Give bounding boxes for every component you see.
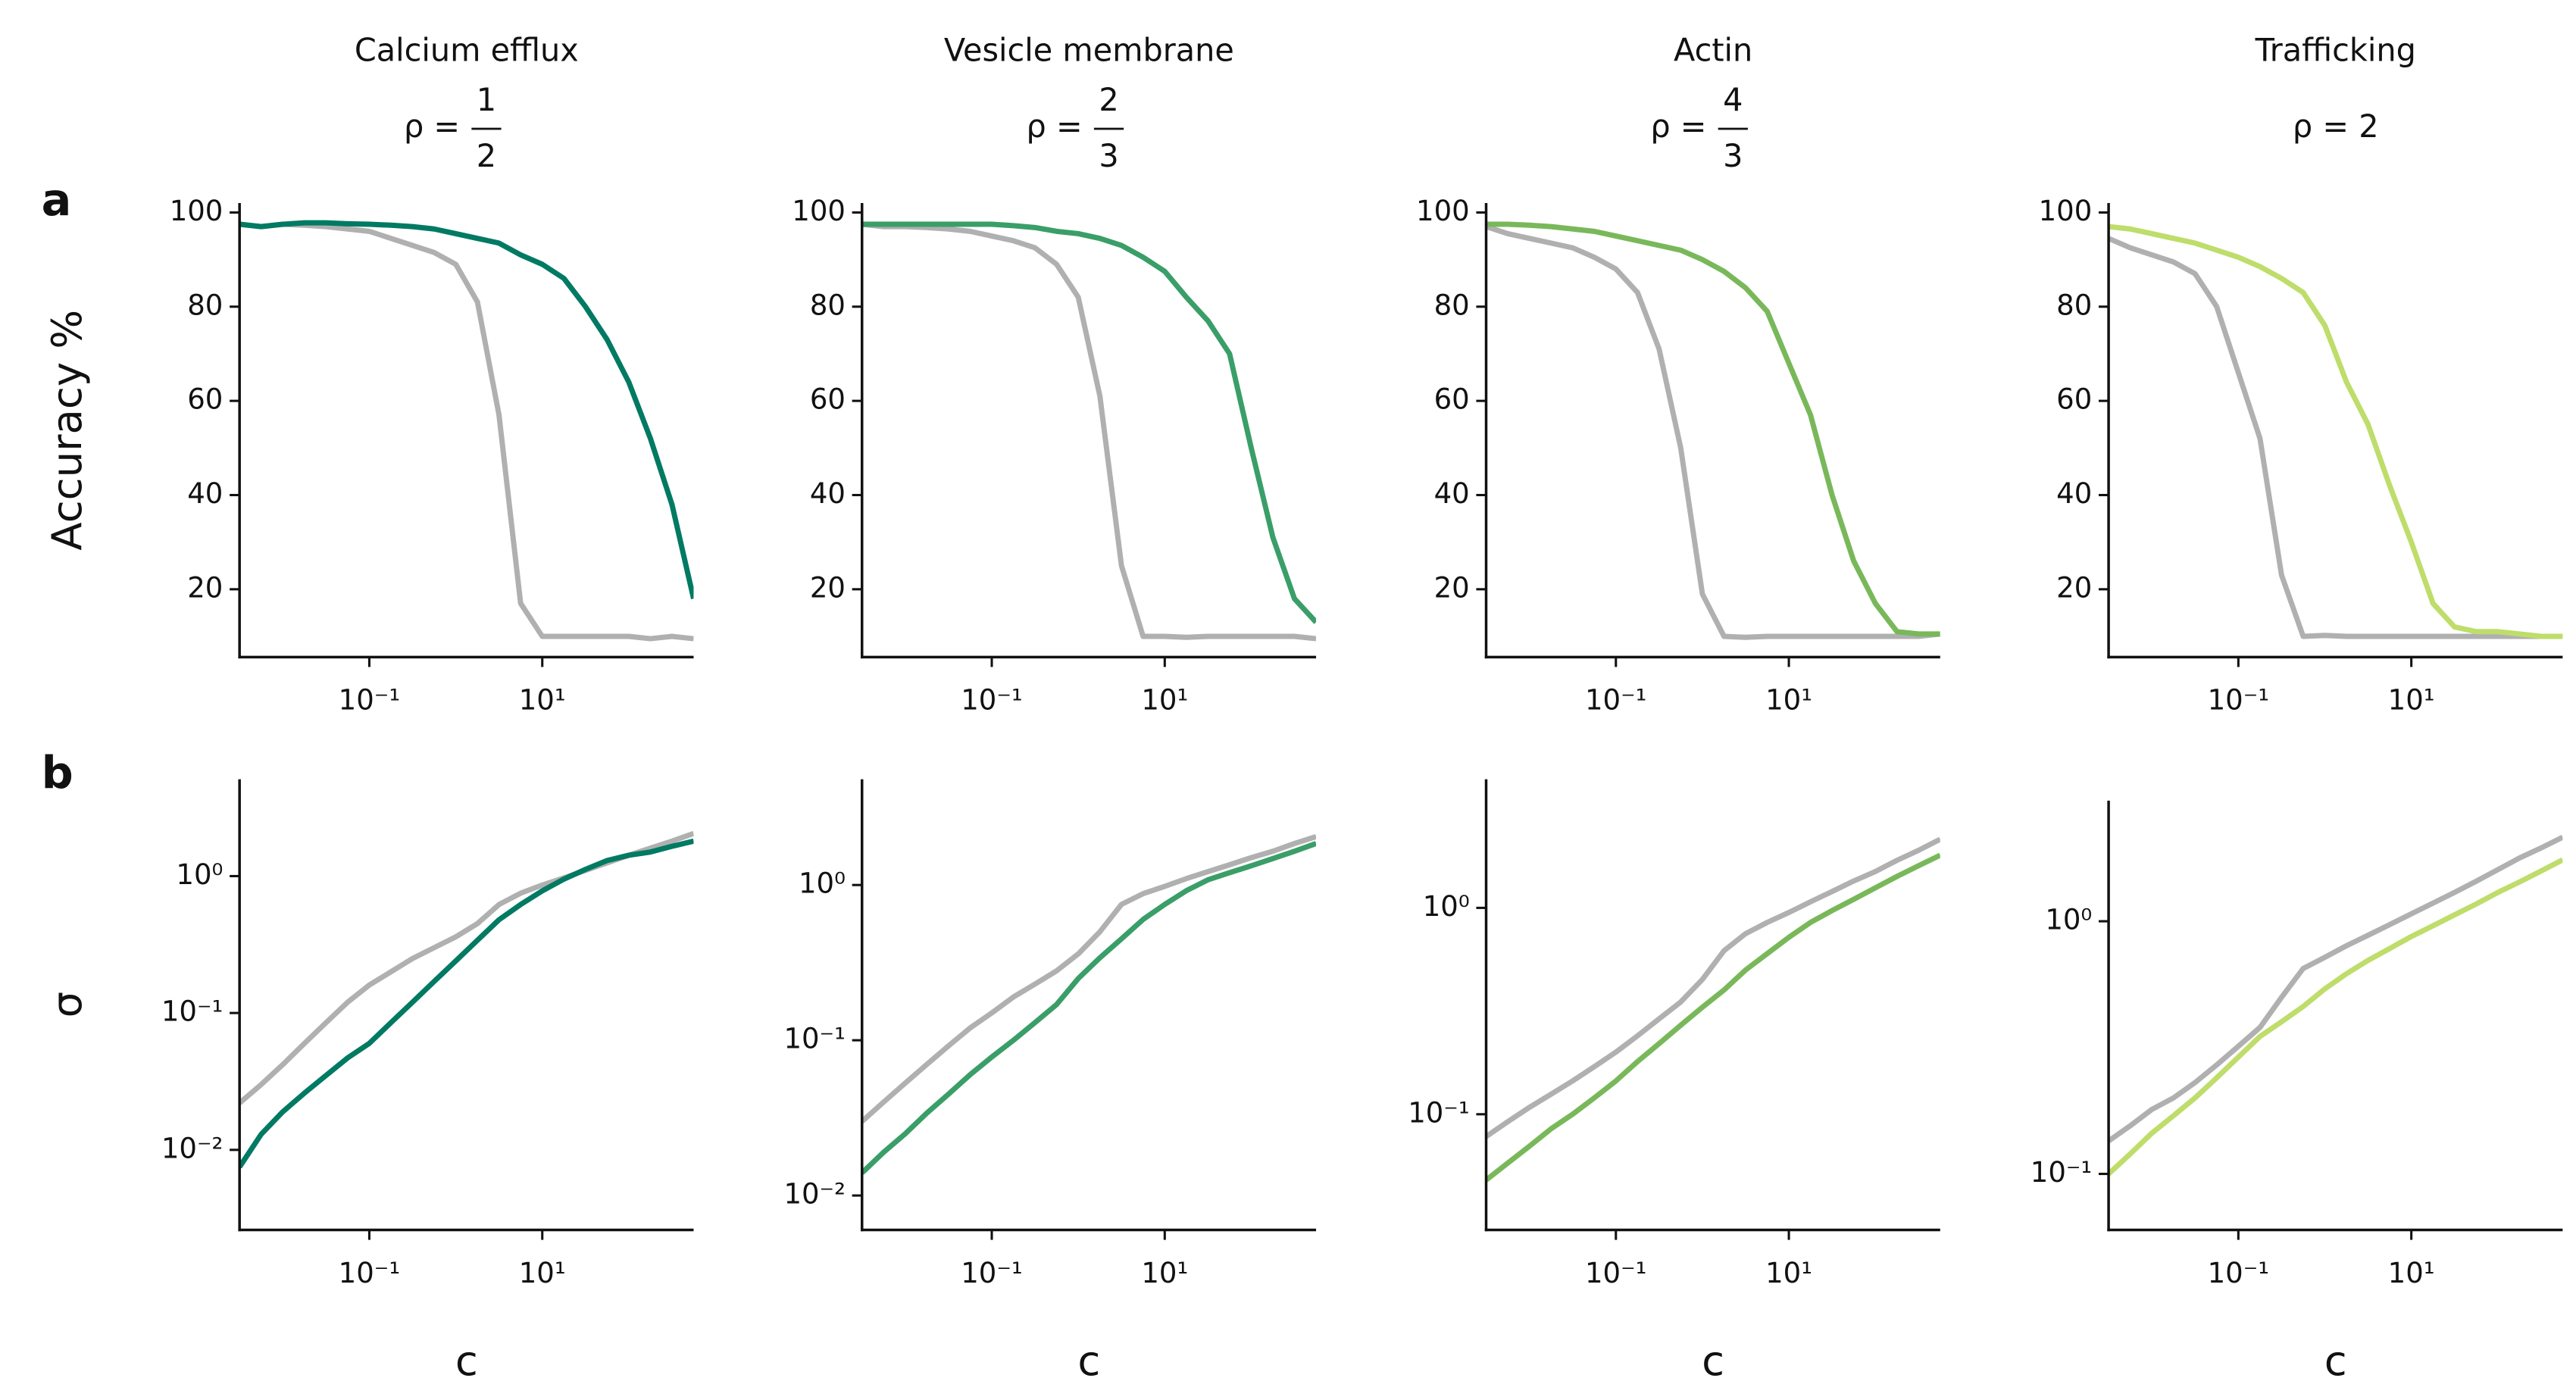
y-tick-label: 20 <box>187 571 223 604</box>
y-tick-label: 10⁻¹ <box>783 1023 846 1055</box>
plot-lines <box>1486 836 1940 1183</box>
y-tick-label: 60 <box>2056 383 2092 416</box>
series-line <box>239 830 694 1105</box>
x-tick-label: 10⁻¹ <box>1585 1257 1647 1289</box>
series-line <box>2109 236 2563 639</box>
y-tick-label: 40 <box>1434 477 1470 510</box>
fraction-numerator: 4 <box>1723 82 1743 118</box>
y-tick-label: 80 <box>1434 289 1470 321</box>
y-tick-label: 10⁰ <box>2045 904 2092 936</box>
y-tick-label: 40 <box>2056 477 2092 510</box>
x-tick-label: 10¹ <box>519 684 566 717</box>
y-tick-label: 40 <box>810 477 846 510</box>
fraction-denominator: 3 <box>1099 138 1118 174</box>
y-axis-label: σ <box>42 992 91 1018</box>
series-line <box>1486 223 1940 640</box>
y-tick-label: 40 <box>187 477 223 510</box>
plot-lines <box>239 830 694 1169</box>
panel-subtitle: ρ = <box>1027 108 1083 145</box>
series-line <box>2109 223 2563 639</box>
x-axis-label: c <box>455 1336 478 1385</box>
x-tick-label: 10¹ <box>1141 684 1188 717</box>
plot-lines <box>2109 835 2563 1177</box>
y-tick-label: 20 <box>2056 571 2092 604</box>
x-axis-label: c <box>1702 1336 1724 1385</box>
y-tick-label: 10⁻² <box>783 1178 846 1211</box>
y-tick-label: 20 <box>810 571 846 604</box>
x-axis-label: c <box>1077 1336 1100 1385</box>
y-tick-label: 10⁰ <box>799 867 846 900</box>
series-line <box>861 834 1317 1123</box>
x-tick-label: 10¹ <box>2388 1257 2435 1289</box>
y-tick-label: 100 <box>2039 195 2093 227</box>
plot-lines <box>861 221 1317 642</box>
y-tick-label: 10⁻¹ <box>1408 1096 1470 1129</box>
x-tick-label: 10¹ <box>1141 1257 1188 1289</box>
plot-lines <box>2109 223 2563 639</box>
y-tick-label: 20 <box>1434 571 1470 604</box>
y-tick-label: 100 <box>792 195 846 227</box>
y-tick-label: 10⁻¹ <box>2030 1156 2093 1189</box>
plot-lines <box>239 220 694 642</box>
panel-subtitle: ρ = <box>404 108 460 145</box>
x-tick-label: 10¹ <box>519 1257 566 1289</box>
series-line <box>2109 835 2563 1143</box>
series-line <box>861 221 1317 624</box>
series-line <box>861 841 1317 1175</box>
panel-label: a <box>42 173 72 226</box>
x-tick-label: 10⁻¹ <box>339 684 401 717</box>
panel-subtitle: ρ = <box>1650 108 1706 145</box>
y-tick-label: 100 <box>1416 195 1470 227</box>
y-tick-label: 10⁻¹ <box>161 995 224 1028</box>
series-line <box>1486 221 1940 637</box>
y-tick-label: 10⁻² <box>161 1132 224 1164</box>
x-tick-label: 10¹ <box>2388 684 2435 717</box>
plot-lines <box>861 834 1317 1175</box>
y-tick-label: 100 <box>170 195 224 227</box>
panel-title: Calcium efflux <box>355 33 579 69</box>
x-tick-label: 10⁻¹ <box>2208 684 2270 717</box>
fraction-denominator: 2 <box>477 138 496 174</box>
panel-label: b <box>42 746 73 798</box>
panel-subtitle: ρ = 2 <box>2293 108 2379 145</box>
panel-title: Vesicle membrane <box>944 33 1234 69</box>
y-tick-label: 80 <box>810 289 846 321</box>
x-tick-label: 10¹ <box>1765 1257 1812 1289</box>
y-axis-label: Accuracy % <box>42 310 91 551</box>
series-line <box>239 221 694 642</box>
x-tick-label: 10¹ <box>1765 684 1812 717</box>
panel-title: Actin <box>1674 33 1752 69</box>
y-tick-label: 80 <box>2056 289 2092 321</box>
fraction-numerator: 1 <box>477 82 496 118</box>
y-tick-label: 60 <box>187 383 223 416</box>
fraction-numerator: 2 <box>1099 82 1118 118</box>
series-line <box>239 220 694 600</box>
y-tick-label: 80 <box>187 289 223 321</box>
series-line <box>1486 852 1940 1183</box>
series-line <box>1486 836 1940 1139</box>
x-tick-label: 10⁻¹ <box>339 1257 401 1289</box>
series-line <box>2109 857 2563 1177</box>
y-tick-label: 10⁰ <box>176 858 223 891</box>
x-tick-label: 10⁻¹ <box>961 1257 1023 1289</box>
y-tick-label: 60 <box>810 383 846 416</box>
x-tick-label: 10⁻¹ <box>961 684 1023 717</box>
series-line <box>861 221 1317 642</box>
x-axis-label: c <box>2324 1336 2347 1385</box>
y-tick-label: 10⁰ <box>1423 890 1470 923</box>
plot-lines <box>1486 221 1940 640</box>
panel-title: Trafficking <box>2255 33 2416 69</box>
x-tick-label: 10⁻¹ <box>1585 684 1647 717</box>
x-tick-label: 10⁻¹ <box>2208 1257 2270 1289</box>
series-line <box>239 838 694 1169</box>
fraction-denominator: 3 <box>1723 138 1743 174</box>
y-tick-label: 60 <box>1434 383 1470 416</box>
